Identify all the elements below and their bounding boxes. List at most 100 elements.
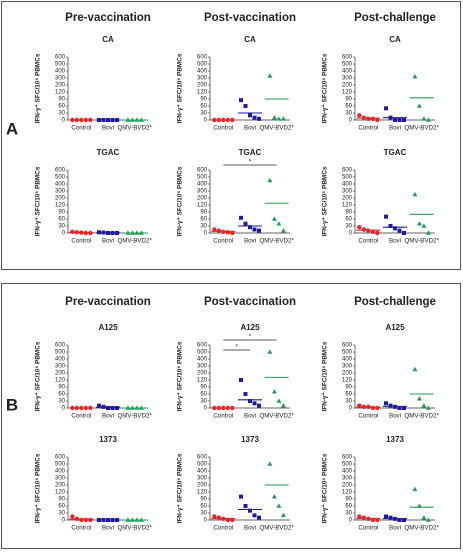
point (421, 223, 427, 228)
y-tick-label: 90 (345, 497, 352, 503)
y-axis-label: IFN-γ⁺ SFC/10⁶ PBMCs (322, 453, 329, 523)
point (425, 405, 431, 410)
y-axis-label: IFN-γ⁺ SFC/10⁶ PBMCs (177, 53, 184, 123)
y-axis-label: IFN-γ⁺ SFC/10⁶ PBMCs (35, 341, 42, 411)
y-axis-label: IFN-γ⁺ SFC/10⁶ PBMCs (35, 453, 42, 523)
point (393, 118, 397, 122)
point (110, 406, 115, 410)
x-tick-label: Bovi (244, 525, 256, 532)
panel-label: A (6, 119, 18, 138)
panel-frame (1, 283, 461, 549)
x-tick-label: Bovi (244, 413, 256, 420)
x-tick-label: Bovi (389, 125, 401, 132)
y-tick-label: 30 (200, 399, 207, 405)
point (243, 504, 248, 508)
point (252, 513, 257, 518)
y-tick-label: 500 (55, 62, 66, 68)
point (276, 398, 282, 403)
y-tick-label: 600 (197, 55, 208, 61)
point (216, 515, 222, 520)
y-tick-label: 90 (345, 210, 352, 216)
y-tick-label: 500 (342, 350, 353, 356)
point (402, 118, 406, 122)
chart-title: A125 (385, 323, 405, 332)
y-tick-label: 300 (342, 76, 353, 82)
y-tick-label: 120 (55, 378, 66, 384)
x-tick-label: Bovi (102, 125, 114, 132)
column-title: Pre-vaccination (65, 12, 151, 24)
column-title: Pre-vaccination (65, 296, 151, 308)
y-tick-label: 300 (197, 189, 208, 195)
point (402, 406, 406, 410)
x-tick-label: Control (358, 125, 378, 132)
y-tick-label: 600 (197, 455, 208, 461)
point (421, 515, 427, 520)
y-tick-label: 400 (342, 469, 353, 475)
point (357, 113, 362, 118)
x-tick-label: Control (358, 238, 378, 245)
y-tick-label: 60 (345, 504, 352, 510)
y-tick-label: 200 (55, 371, 66, 377)
panel-label: B (6, 395, 18, 414)
x-tick-label: Control (213, 413, 233, 420)
point (412, 486, 418, 492)
chart-title: CA (244, 35, 256, 44)
point (257, 403, 261, 408)
y-tick-label: 60 (200, 104, 207, 110)
y-tick-label: 30 (58, 224, 65, 230)
point (267, 461, 273, 466)
x-tick-label: QMV-BVD2* (259, 238, 294, 245)
y-tick-label: 90 (58, 497, 65, 503)
point (248, 508, 252, 513)
panel-frame (1, 1, 461, 270)
x-tick-label: QMV-BVD2* (404, 525, 439, 532)
point (416, 396, 422, 401)
chart-title: TGAC (239, 148, 262, 157)
y-tick-label: 400 (55, 182, 66, 188)
point (425, 517, 431, 522)
y-tick-label: 90 (345, 385, 352, 391)
x-tick-label: Control (358, 413, 378, 420)
y-tick-label: 300 (55, 476, 66, 482)
x-tick-label: Control (213, 525, 233, 532)
y-tick-label: 30 (200, 224, 207, 230)
y-tick-label: 600 (197, 343, 208, 349)
y-tick-label: 30 (345, 224, 352, 230)
y-tick-label: 200 (197, 196, 208, 202)
chart-title: 1373 (386, 435, 404, 444)
y-tick-label: 90 (200, 210, 207, 216)
point (257, 515, 261, 520)
point (397, 406, 402, 410)
y-tick-label: 600 (55, 55, 66, 61)
y-tick-label: 60 (58, 217, 65, 223)
x-tick-label: QMV-BVD2* (117, 125, 152, 132)
y-tick-label: 0 (349, 231, 353, 237)
x-tick-label: QMV-BVD2* (404, 125, 439, 132)
point (267, 349, 273, 354)
y-tick-label: 60 (345, 104, 352, 110)
point (370, 116, 376, 122)
y-tick-label: 500 (197, 350, 208, 356)
point (393, 226, 397, 231)
y-tick-label: 90 (58, 210, 65, 216)
x-tick-label: Bovi (244, 125, 256, 132)
y-tick-label: 120 (197, 490, 208, 496)
point (280, 403, 286, 408)
y-tick-label: 60 (200, 392, 207, 398)
y-tick-label: 30 (200, 111, 207, 117)
y-tick-label: 60 (200, 217, 207, 223)
y-tick-label: 400 (197, 182, 208, 188)
point (384, 401, 388, 406)
point (397, 228, 402, 233)
y-tick-label: 120 (55, 90, 66, 96)
point (384, 214, 388, 219)
x-tick-label: QMV-BVD2* (259, 525, 294, 532)
y-tick-label: 200 (197, 83, 208, 89)
y-tick-label: 400 (55, 357, 66, 363)
y-tick-label: 60 (345, 217, 352, 223)
column-title: Post-vaccination (204, 296, 296, 308)
y-tick-label: 500 (197, 62, 208, 68)
y-tick-label: 600 (342, 168, 353, 174)
y-tick-label: 200 (55, 83, 66, 89)
point (375, 230, 380, 236)
